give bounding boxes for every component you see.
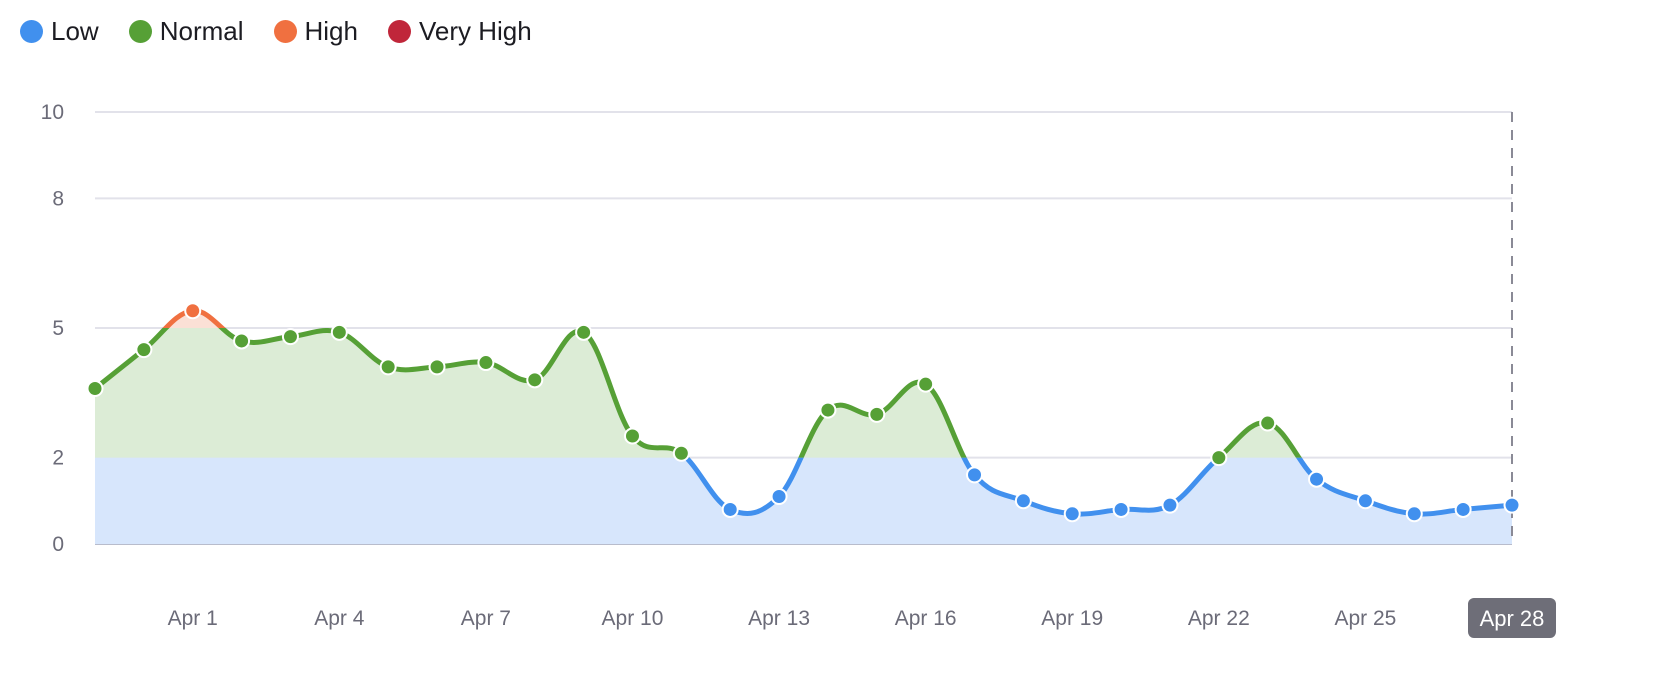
threshold-areas bbox=[95, 310, 1512, 544]
y-tick-label: 8 bbox=[52, 187, 64, 210]
legend-dot-normal-icon bbox=[128, 20, 152, 43]
data-point[interactable] bbox=[1356, 492, 1374, 510]
data-point[interactable] bbox=[868, 405, 886, 423]
data-point[interactable] bbox=[672, 444, 690, 462]
legend-label: High bbox=[304, 16, 358, 46]
x-tick-label-active: Apr 28 bbox=[1480, 606, 1545, 631]
data-point[interactable] bbox=[1503, 496, 1521, 514]
area-band-high bbox=[165, 310, 223, 328]
data-point[interactable] bbox=[770, 487, 788, 505]
data-point[interactable] bbox=[966, 466, 984, 484]
x-tick-label: Apr 4 bbox=[314, 607, 365, 630]
legend-label: Very High bbox=[418, 16, 532, 46]
x-tick-highlight bbox=[1468, 598, 1556, 638]
legend-label: Low bbox=[51, 16, 99, 46]
area-band-low bbox=[95, 457, 1512, 544]
data-point[interactable] bbox=[819, 401, 837, 419]
x-axis-ticks: Apr 1 Apr 4 Apr 7 Apr 10 Apr 13 Apr 16 Apr 19 A… bbox=[168, 598, 1556, 638]
data-point[interactable] bbox=[1210, 449, 1228, 467]
y-tick-label: 5 bbox=[52, 317, 64, 340]
x-tick-label: Apr 1 bbox=[168, 607, 218, 630]
data-point[interactable] bbox=[917, 375, 935, 393]
legend-item-normal[interactable]: Normal bbox=[128, 16, 244, 47]
data-point[interactable] bbox=[233, 332, 251, 350]
data-point[interactable] bbox=[330, 323, 348, 341]
legend-item-very-high[interactable]: Very High bbox=[387, 16, 532, 47]
legend-dot-high-icon bbox=[273, 20, 297, 43]
legend-label: Normal bbox=[159, 16, 244, 46]
data-point[interactable] bbox=[1259, 414, 1277, 432]
x-tick-label: Apr 7 bbox=[461, 607, 511, 630]
data-point[interactable] bbox=[135, 341, 153, 359]
data-point[interactable] bbox=[281, 328, 299, 346]
legend-dot-very-high-icon bbox=[387, 20, 411, 43]
data-point[interactable] bbox=[575, 323, 593, 341]
legend-item-low[interactable]: Low bbox=[20, 16, 99, 47]
data-point[interactable] bbox=[379, 358, 397, 376]
y-tick-label: 2 bbox=[52, 447, 64, 470]
data-point[interactable] bbox=[1405, 505, 1423, 523]
x-tick-label: Apr 25 bbox=[1334, 607, 1396, 630]
data-points bbox=[86, 302, 1521, 523]
data-point[interactable] bbox=[1454, 500, 1472, 518]
data-point[interactable] bbox=[428, 358, 446, 376]
legend-item-high[interactable]: High bbox=[273, 16, 358, 47]
data-point[interactable] bbox=[477, 354, 495, 372]
data-point[interactable] bbox=[1161, 496, 1179, 514]
data-point[interactable] bbox=[184, 302, 202, 320]
area-band-normal bbox=[95, 328, 1299, 458]
legend-dot-low-icon bbox=[20, 20, 43, 43]
x-tick-label: Apr 10 bbox=[602, 607, 664, 630]
data-point[interactable] bbox=[623, 427, 641, 445]
y-tick-label: 0 bbox=[52, 533, 64, 556]
x-tick-label: Apr 13 bbox=[748, 607, 810, 630]
x-tick-label: Apr 16 bbox=[895, 607, 957, 630]
data-point[interactable] bbox=[1014, 492, 1032, 510]
data-point[interactable] bbox=[1112, 500, 1130, 518]
chart-legend: Low Normal High Very High bbox=[20, 16, 562, 47]
data-point[interactable] bbox=[1063, 505, 1081, 523]
y-axis-ticks: 0 2 5 8 10 bbox=[41, 101, 64, 556]
data-point[interactable] bbox=[526, 371, 544, 389]
x-tick-label: Apr 22 bbox=[1188, 607, 1250, 630]
data-point[interactable] bbox=[86, 379, 104, 397]
y-tick-label: 10 bbox=[41, 101, 64, 124]
data-point[interactable] bbox=[721, 500, 739, 518]
x-tick-label: Apr 19 bbox=[1041, 607, 1103, 630]
data-point[interactable] bbox=[1308, 470, 1326, 488]
